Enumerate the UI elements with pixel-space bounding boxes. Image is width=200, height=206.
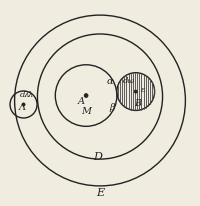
Circle shape [22,103,25,107]
Text: dω: dω [123,76,136,84]
Text: B: B [134,99,141,108]
Text: β: β [110,103,115,112]
Text: D: D [94,151,102,161]
Text: λ: λ [27,90,33,98]
Text: Λ: Λ [19,103,26,112]
Text: dλ: dλ [20,90,31,98]
Text: α: α [106,76,113,85]
Circle shape [134,91,137,94]
Circle shape [84,94,88,98]
Text: A: A [78,96,85,105]
Text: M: M [81,106,91,115]
Text: ε: ε [141,86,145,94]
Text: E: E [96,187,104,197]
